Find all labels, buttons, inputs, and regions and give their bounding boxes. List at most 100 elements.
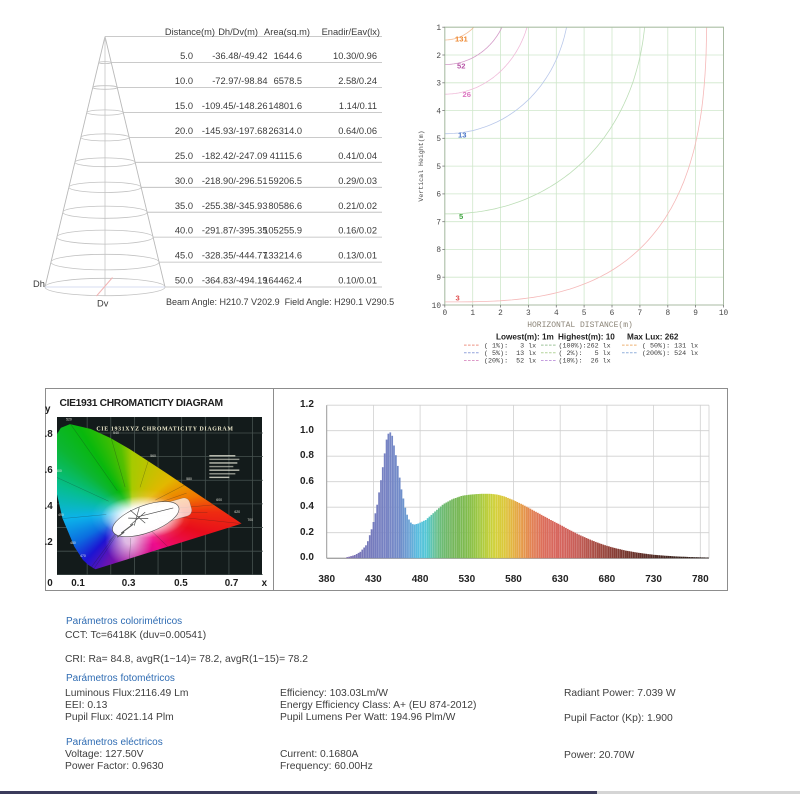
svg-text:Enadir/Eav(lx): Enadir/Eav(lx): [322, 27, 380, 37]
svg-text:700: 700: [247, 518, 253, 522]
svg-text:6: 6: [610, 310, 615, 318]
svg-text:5: 5: [459, 212, 464, 221]
svg-text:5: 5: [582, 310, 587, 318]
svg-text:Dh/Dv(m): Dh/Dv(m): [218, 27, 258, 37]
svg-text:-72.97/-98.84: -72.97/-98.84: [212, 76, 267, 86]
svg-text:-291.87/-395.35: -291.87/-395.35: [202, 226, 268, 236]
svg-text:(100%):262 lx: (100%):262 lx: [559, 342, 611, 350]
svg-text:1: 1: [436, 25, 441, 33]
svg-text:580: 580: [186, 477, 192, 481]
svg-text:(10%): 26 lx: (10%): 26 lx: [559, 358, 611, 366]
svg-text:41115.6: 41115.6: [270, 151, 302, 161]
svg-text:0: 0: [442, 310, 447, 318]
svg-text:8: 8: [665, 310, 670, 318]
svg-text:8: 8: [436, 247, 441, 255]
svg-text:4: 4: [436, 108, 441, 116]
svg-text:(200%): 524 lx: (200%): 524 lx: [642, 350, 698, 358]
svg-text:10: 10: [432, 303, 442, 311]
svg-text:-364.83/-494.19: -364.83/-494.19: [202, 276, 268, 286]
svg-text:-182.42/-247.09: -182.42/-247.09: [202, 151, 268, 161]
svg-text:620: 620: [234, 510, 240, 514]
svg-text:80586.6: 80586.6: [268, 201, 302, 211]
svg-text:164462.4: 164462.4: [263, 276, 302, 286]
svg-text:( 50%): 131 lx: ( 50%): 131 lx: [642, 342, 698, 350]
svg-text:-109.45/-148.26: -109.45/-148.26: [202, 101, 268, 111]
svg-text:10: 10: [719, 310, 729, 318]
svg-text:0.10/0.01: 0.10/0.01: [338, 276, 377, 286]
svg-text:1644.6: 1644.6: [274, 51, 302, 61]
svg-text:-218.90/-296.51: -218.90/-296.51: [202, 176, 268, 186]
svg-text:-36.48/-49.42: -36.48/-49.42: [212, 51, 267, 61]
svg-text:59206.5: 59206.5: [268, 176, 302, 186]
svg-text:35.0: 35.0: [175, 201, 193, 211]
svg-text:-145.93/-197.68: -145.93/-197.68: [202, 126, 268, 136]
svg-text:26: 26: [463, 90, 471, 99]
svg-text:2: 2: [436, 53, 441, 61]
svg-text:0.21/0.02: 0.21/0.02: [338, 201, 377, 211]
svg-text:14801.6: 14801.6: [268, 101, 302, 111]
svg-text:CIE 1931XYZ CHROMATICITY DIAG: CIE 1931XYZ CHROMATICITY DIAGRAM: [96, 427, 233, 433]
svg-text:3: 3: [456, 294, 460, 303]
svg-text:7: 7: [436, 220, 441, 228]
svg-text:7: 7: [638, 310, 643, 318]
svg-text:9: 9: [436, 275, 441, 283]
svg-text:5.0: 5.0: [180, 51, 193, 61]
svg-text:40.0: 40.0: [175, 226, 193, 236]
svg-text:2.58/0.24: 2.58/0.24: [338, 76, 377, 86]
svg-text:15.0: 15.0: [175, 101, 193, 111]
svg-text:0.13/0.01: 0.13/0.01: [338, 251, 377, 261]
svg-text:2: 2: [498, 310, 503, 318]
svg-text:5: 5: [436, 164, 441, 172]
svg-text:Lowest(m): 1m: Lowest(m): 1m: [496, 333, 554, 342]
svg-text:133214.6: 133214.6: [263, 251, 302, 261]
svg-text:( 5%): 13 lx: ( 5%): 13 lx: [484, 350, 536, 358]
svg-text:Max Lux: 262: Max Lux: 262: [627, 333, 679, 342]
svg-text:Distance(m): Distance(m): [165, 27, 215, 37]
svg-text:3: 3: [526, 310, 531, 318]
svg-text:520: 520: [66, 418, 72, 422]
svg-text:4: 4: [554, 310, 559, 318]
svg-text:470: 470: [80, 554, 86, 558]
svg-text:0.41/0.04: 0.41/0.04: [338, 151, 377, 161]
svg-text:52: 52: [457, 61, 465, 70]
svg-text:Area(sq.m): Area(sq.m): [264, 27, 310, 37]
svg-text:6578.5: 6578.5: [274, 76, 302, 86]
svg-text:6: 6: [436, 192, 441, 200]
svg-text:540: 540: [113, 431, 119, 435]
svg-text:HORIZONTAL DISTANCE(m): HORIZONTAL DISTANCE(m): [527, 321, 633, 330]
svg-text:0.29/0.03: 0.29/0.03: [338, 176, 377, 186]
svg-text:( 1%): 3 lx: ( 1%): 3 lx: [484, 342, 536, 350]
svg-text:Vertical Height(m): Vertical Height(m): [418, 130, 425, 201]
svg-text:105255.9: 105255.9: [263, 226, 302, 236]
svg-text:0.16/0.02: 0.16/0.02: [338, 226, 377, 236]
svg-text:1: 1: [470, 310, 475, 318]
svg-text:Highest(m): 10: Highest(m): 10: [558, 333, 615, 342]
svg-text:490: 490: [58, 513, 64, 517]
svg-text:26314.0: 26314.0: [268, 126, 302, 136]
svg-text:1.14/0.11: 1.14/0.11: [339, 101, 377, 111]
svg-text:480: 480: [70, 541, 76, 545]
svg-text:Dh: Dh: [33, 279, 45, 289]
svg-text:5: 5: [436, 136, 441, 144]
svg-text:0.64/0.06: 0.64/0.06: [338, 126, 377, 136]
svg-text:560: 560: [150, 454, 156, 458]
svg-text:500: 500: [57, 469, 62, 473]
svg-text:9: 9: [693, 310, 698, 318]
svg-text:30.0: 30.0: [175, 176, 193, 186]
svg-text:(20%): 52 lx: (20%): 52 lx: [484, 358, 536, 366]
svg-text:13: 13: [458, 131, 466, 140]
svg-text:131: 131: [455, 34, 468, 43]
svg-text:Beam Angle: H210.7 V202.9 Fie: Beam Angle: H210.7 V202.9 Field Angle: H…: [166, 297, 394, 307]
svg-text:10.0: 10.0: [175, 76, 193, 86]
svg-text:25.0: 25.0: [175, 151, 193, 161]
svg-text:10.30/0.96: 10.30/0.96: [333, 51, 377, 61]
svg-text:-328.35/-444.77: -328.35/-444.77: [202, 251, 268, 261]
svg-text:-255.38/-345.93: -255.38/-345.93: [202, 201, 268, 211]
svg-text:600: 600: [216, 498, 222, 502]
svg-text:50.0: 50.0: [175, 276, 193, 286]
svg-text:( 2%): 5 lx: ( 2%): 5 lx: [559, 350, 611, 358]
svg-text:3: 3: [436, 81, 441, 89]
svg-text:Dv: Dv: [97, 299, 109, 309]
svg-text:20.0: 20.0: [175, 126, 193, 136]
svg-text:45.0: 45.0: [175, 251, 193, 261]
